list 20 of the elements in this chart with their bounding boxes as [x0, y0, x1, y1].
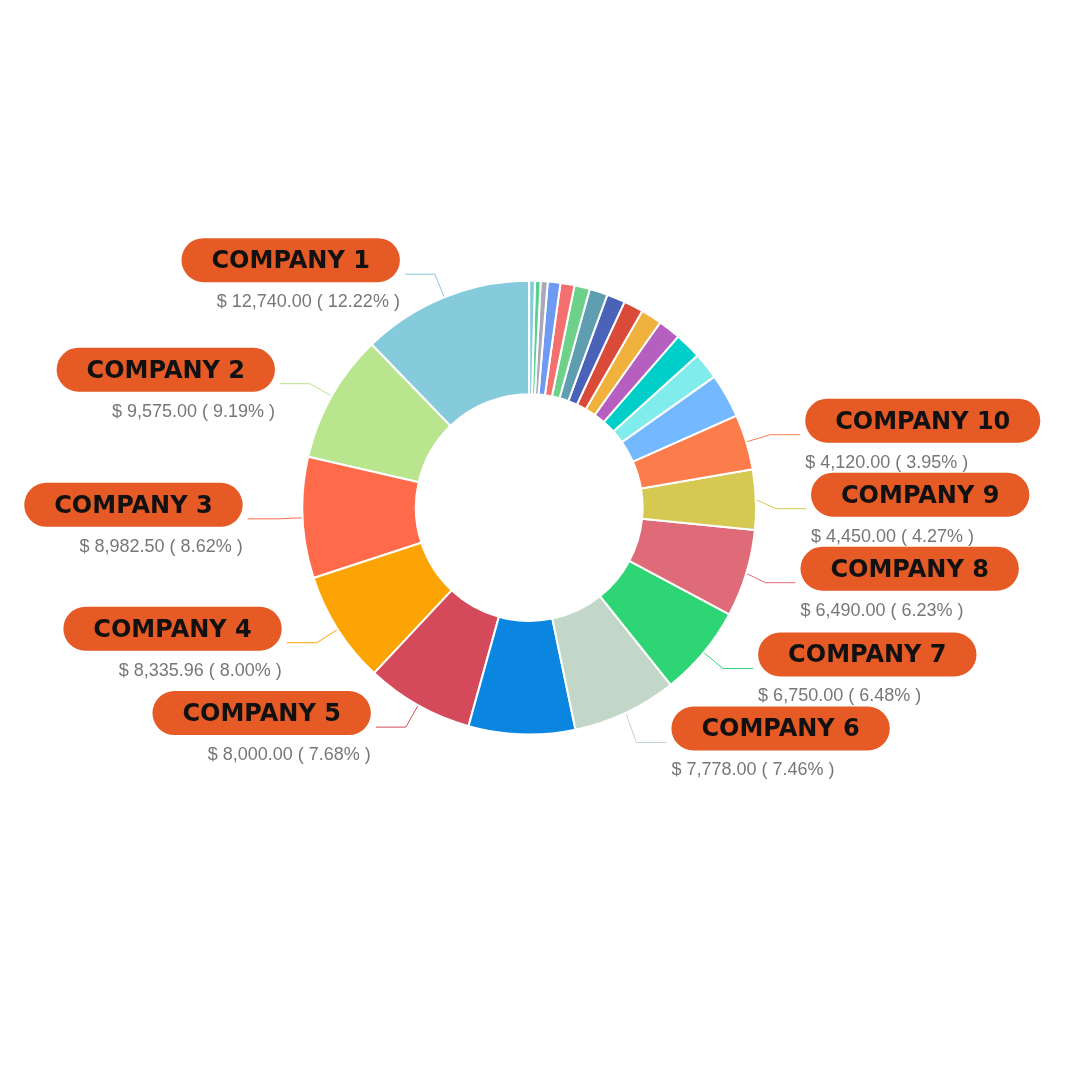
data-label: $ 12,740.00 ( 12.22% ): [216, 291, 400, 312]
data-label: $ 4,450.00 ( 4.27% ): [811, 525, 975, 546]
data-label: $ 8,335.96 ( 8.00% ): [118, 659, 282, 680]
data-label: $ 8,000.00 ( 7.68% ): [207, 744, 371, 765]
slice-label: COMPANY 9: [841, 480, 1000, 509]
slice-label: COMPANY 7: [788, 640, 947, 669]
slice-label: COMPANY 4: [93, 614, 252, 643]
slice-label: COMPANY 3: [54, 490, 213, 519]
slice-label: COMPANY 10: [835, 406, 1011, 435]
data-label: $ 7,778.00 ( 7.46% ): [671, 759, 835, 780]
data-label: $ 6,490.00 ( 6.23% ): [800, 599, 964, 620]
slice-label: COMPANY 6: [701, 714, 860, 743]
slice-label: COMPANY 5: [182, 699, 341, 728]
slice-label: COMPANY 1: [211, 246, 370, 275]
data-label: $ 9,575.00 ( 9.19% ): [111, 400, 275, 421]
data-label: $ 8,982.50 ( 8.62% ): [79, 535, 243, 556]
data-label: $ 6,750.00 ( 6.48% ): [758, 685, 922, 706]
slice-label: COMPANY 8: [830, 554, 989, 583]
slice-label: COMPANY 2: [86, 355, 245, 384]
data-label: $ 4,120.00 ( 3.95% ): [805, 451, 969, 472]
